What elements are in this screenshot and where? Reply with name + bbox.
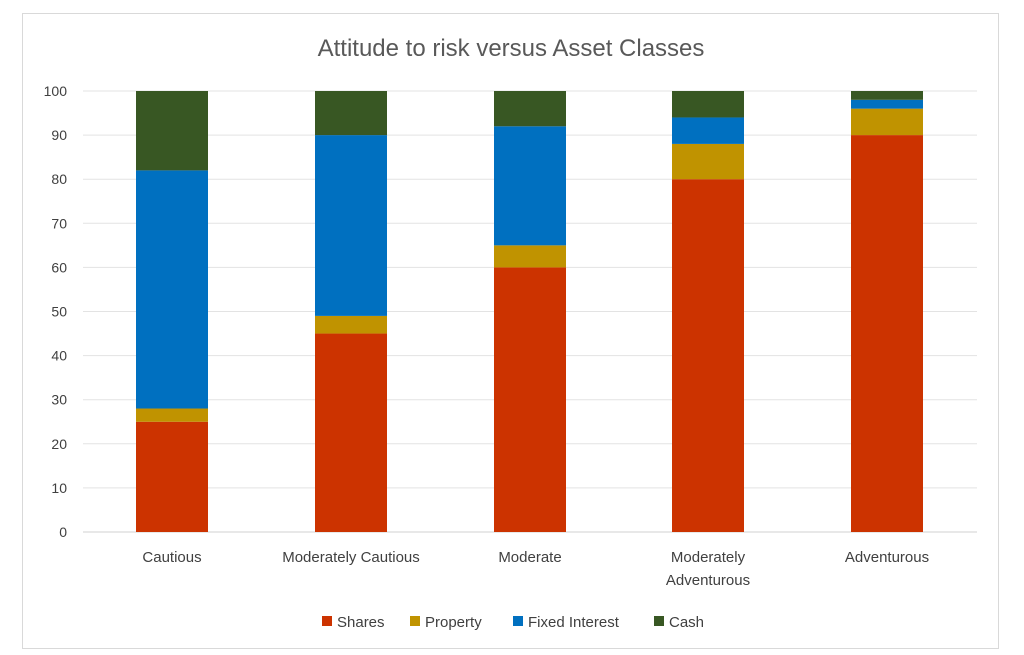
y-tick-label: 70	[51, 215, 67, 231]
legend-label: Fixed Interest	[528, 614, 620, 631]
bar-segment-cash	[136, 91, 208, 171]
y-tick-label: 10	[51, 480, 67, 496]
x-category-label: Moderate	[498, 549, 561, 566]
legend-swatch	[322, 616, 332, 626]
y-tick-label: 0	[59, 524, 67, 540]
bar-segment-shares	[851, 135, 923, 532]
y-tick-label: 40	[51, 348, 67, 364]
legend-swatch	[410, 616, 420, 626]
bar-segment-cash	[494, 91, 566, 127]
bar-segment-property	[672, 143, 744, 180]
bar-segment-fixed-interest	[851, 99, 923, 109]
y-tick-label: 30	[51, 392, 67, 408]
x-axis: Cautious Moderately Cautious Moderate Moder…	[142, 549, 929, 589]
bar-segment-fixed-interest	[315, 135, 387, 316]
bar-segment-property	[851, 108, 923, 136]
x-category-label: Moderately	[671, 549, 746, 566]
legend: Shares Property Fixed Interest Cash	[322, 614, 704, 631]
y-tick-label: 100	[44, 83, 68, 99]
bar-segment-property	[136, 408, 208, 422]
bar-segment-property	[315, 315, 387, 334]
y-tick-label: 60	[51, 259, 67, 275]
bar-segment-cash	[851, 91, 923, 100]
bar-segment-fixed-interest	[672, 117, 744, 144]
y-tick-label: 90	[51, 127, 67, 143]
chart-title: Attitude to risk versus Asset Classes	[318, 35, 705, 62]
legend-label: Shares	[337, 614, 385, 631]
legend-swatch	[654, 616, 664, 626]
bar-segment-shares	[494, 267, 566, 532]
x-category-label: Adventurous	[845, 549, 929, 566]
x-category-label: Cautious	[142, 549, 201, 566]
legend-swatch	[513, 616, 523, 626]
bar-segment-shares	[136, 421, 208, 532]
legend-label: Property	[425, 614, 482, 631]
x-category-label: Adventurous	[666, 572, 750, 589]
bars	[136, 91, 923, 532]
y-tick-label: 20	[51, 436, 67, 452]
bar-segment-fixed-interest	[494, 126, 566, 246]
bar-segment-property	[494, 245, 566, 268]
bar-segment-cash	[672, 91, 744, 118]
legend-label: Cash	[669, 614, 704, 631]
y-tick-label: 50	[51, 304, 67, 320]
bar-segment-shares	[315, 333, 387, 532]
bar-segment-shares	[672, 179, 744, 532]
y-axis: 0 10 20 30 40 50 60 70 80 90 100	[44, 83, 68, 540]
y-tick-label: 80	[51, 171, 67, 187]
bar-segment-fixed-interest	[136, 170, 208, 409]
bar-segment-cash	[315, 91, 387, 136]
x-category-label: Moderately Cautious	[282, 549, 420, 566]
